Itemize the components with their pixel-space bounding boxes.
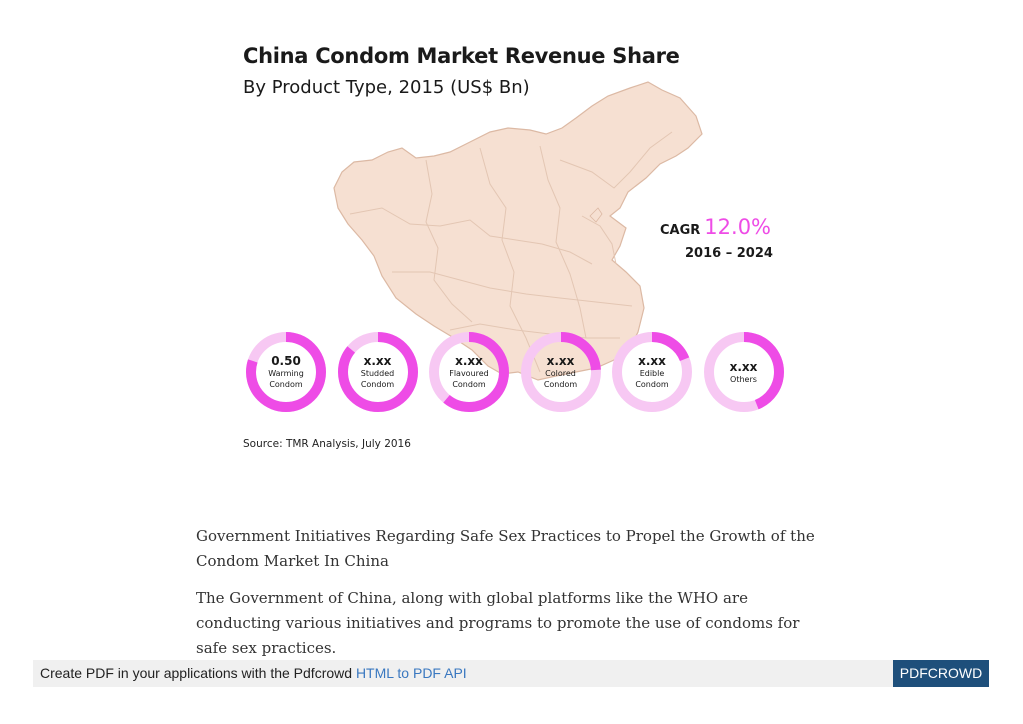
donut-edible: x.xx Edible Condom <box>610 330 694 414</box>
donut-row: 0.50 Warming Condom x.xx Studded Condom x.xx Fl… <box>244 330 804 415</box>
donut-value: x.xx <box>363 354 392 368</box>
source-note: Source: TMR Analysis, July 2016 <box>243 438 411 450</box>
cagr-period: 2016 – 2024 <box>685 246 773 261</box>
donut-label: 0.50 Warming Condom <box>244 330 328 414</box>
donut-category: Condom <box>269 380 303 389</box>
donut-ring <box>703 332 784 412</box>
donut-category: Others <box>730 374 757 384</box>
donut-category: Condom <box>543 380 578 389</box>
chart-subtitle: By Product Type, 2015 (US$ Bn) <box>243 77 530 98</box>
donut-value: x.xx <box>546 354 575 368</box>
market-infographic: China Condom Market Revenue Share By Pro… <box>230 38 810 468</box>
donut-ring <box>612 332 692 412</box>
donut-ring <box>520 332 601 412</box>
donut-ring <box>246 332 326 412</box>
donut-value: x.xx <box>455 354 483 368</box>
donut-segment <box>520 332 601 412</box>
donut-category: Condom <box>360 380 395 389</box>
donut-label: x.xx Edible Condom <box>610 330 694 414</box>
cagr-text: CAGR <box>660 223 701 238</box>
donut-category: Studded <box>360 369 395 378</box>
donut-value: x.xx <box>729 359 758 374</box>
donut-label: x.xx Studded Condom <box>336 330 420 414</box>
donut-colored: x.xx Colored Condom <box>519 330 603 414</box>
pdfcrowd-badge[interactable]: PDFCROWD <box>893 660 989 687</box>
donut-flavoured: x.xx Flavoured Condom <box>427 330 511 414</box>
donut-ring <box>429 332 509 412</box>
donut-ring <box>337 332 418 412</box>
donut-category: Warming <box>268 369 304 378</box>
donut-category: Flavoured <box>449 369 489 378</box>
donut-segment <box>612 332 692 412</box>
donut-category: Edible <box>639 369 665 378</box>
cagr-value: 12.0% <box>704 215 772 239</box>
china-map-icon <box>333 81 703 381</box>
donut-category: Condom <box>635 380 669 389</box>
html-to-pdf-link[interactable]: HTML to PDF API <box>355 665 467 681</box>
donut-segment <box>337 332 418 412</box>
donut-label: x.xx Others <box>702 330 786 414</box>
cagr-label: CAGR 12.0% <box>660 215 771 239</box>
donut-label: x.xx Colored Condom <box>519 330 603 414</box>
donut-label: x.xx Flavoured Condom <box>427 330 511 414</box>
donut-category: Condom <box>452 380 486 389</box>
donut-segment <box>246 332 326 412</box>
article-heading: Government Initiatives Regarding Safe Se… <box>196 527 815 570</box>
donut-category: Colored <box>545 369 576 378</box>
donut-segment <box>429 332 509 412</box>
chart-title: China Condom Market Revenue Share <box>243 44 680 68</box>
pdf-footer-bar: Create PDF in your applications with the… <box>33 660 989 687</box>
donut-others: x.xx Others <box>702 330 786 414</box>
donut-value: 0.50 <box>271 354 301 368</box>
donut-studded: x.xx Studded Condom <box>336 330 420 414</box>
footer-text: Create PDF in your applications with the… <box>40 665 467 681</box>
footer-message: Create PDF in your applications with the… <box>40 665 353 681</box>
donut-segment <box>703 332 784 412</box>
donut-warming: 0.50 Warming Condom <box>244 330 328 414</box>
article-body: The Government of China, along with glob… <box>196 589 800 657</box>
donut-value: x.xx <box>638 354 666 368</box>
